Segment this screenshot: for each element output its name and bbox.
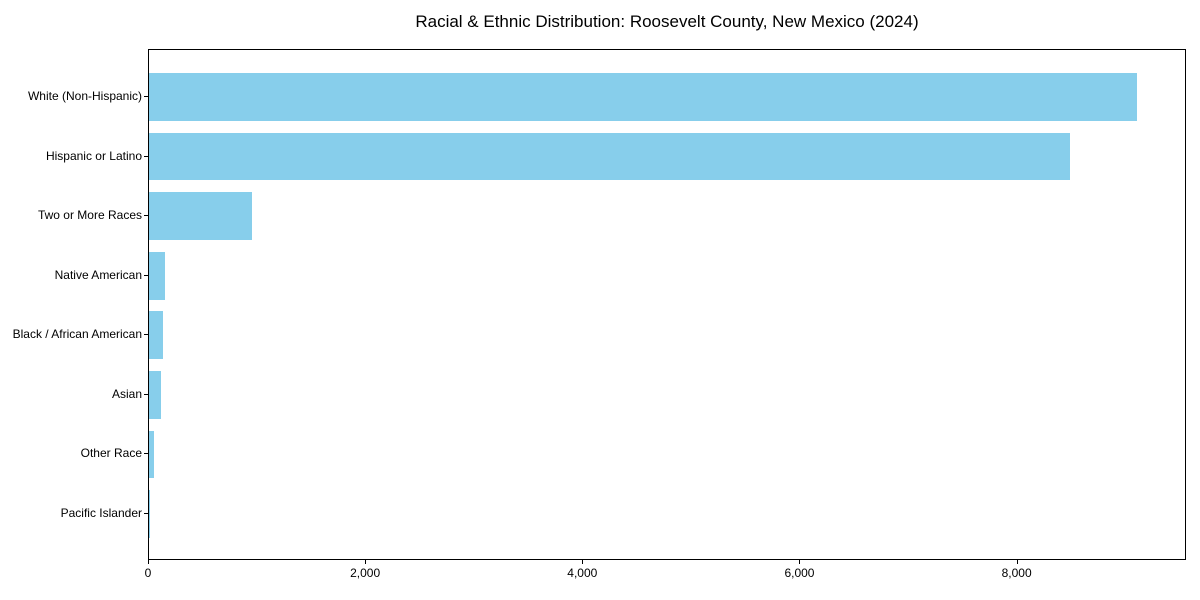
y-tick-mark: [144, 512, 148, 514]
x-tick-mark: [148, 560, 149, 564]
y-tick-label: Pacific Islander: [60, 505, 142, 520]
bar: [149, 430, 154, 479]
y-tick-label: Other Race: [80, 446, 142, 461]
y-tick-mark: [144, 96, 148, 98]
bar: [149, 311, 163, 360]
bar: [149, 251, 165, 300]
x-tick-mark: [799, 560, 801, 564]
y-tick-label: White (Non-Hispanic): [27, 89, 142, 104]
x-tick-mark: [582, 560, 584, 564]
y-tick-mark: [144, 215, 148, 217]
x-tick-label: 0: [144, 566, 152, 580]
y-tick-mark: [144, 334, 148, 336]
x-tick-label: 2,000: [350, 566, 381, 580]
y-tick-mark: [144, 274, 148, 276]
x-tick-mark: [1016, 560, 1018, 564]
chart-title: Racial & Ethnic Distribution: Roosevelt …: [415, 12, 919, 31]
y-tick-label: Hispanic or Latino: [45, 148, 142, 163]
bar: [149, 132, 1070, 181]
x-tick-mark: [365, 560, 367, 564]
bar: [149, 73, 1137, 121]
y-tick-label: Two or More Races: [37, 208, 142, 223]
bar: [149, 192, 252, 240]
bar: [149, 490, 150, 538]
plot-area: [148, 49, 1186, 560]
y-tick-mark: [144, 393, 148, 395]
x-tick-label: 8,000: [1001, 566, 1032, 580]
y-tick-label: Native American: [54, 267, 142, 282]
y-tick-mark: [144, 155, 148, 157]
y-tick-label: Asian: [111, 386, 142, 401]
y-tick-label: Black / African American: [12, 327, 142, 342]
x-tick-label: 4,000: [567, 566, 598, 580]
x-tick-label: 6,000: [784, 566, 815, 580]
y-tick-mark: [144, 453, 148, 455]
bar: [149, 371, 161, 419]
